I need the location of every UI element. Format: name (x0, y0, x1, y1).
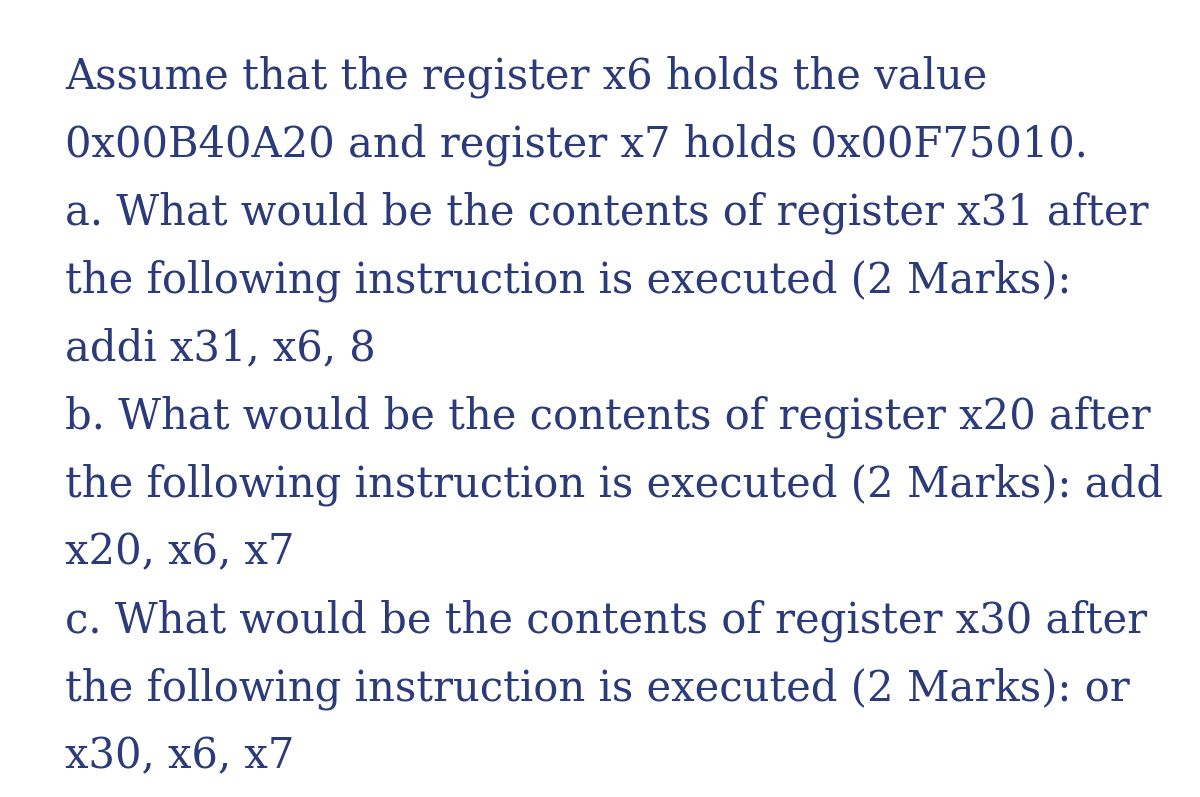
Text: b. What would be the contents of register x20 after: b. What would be the contents of registe… (65, 395, 1151, 438)
Text: a. What would be the contents of register x31 after: a. What would be the contents of registe… (65, 191, 1148, 234)
Text: addi x31, x6, 8: addi x31, x6, 8 (65, 327, 376, 369)
Text: Assume that the register x6 holds the value: Assume that the register x6 holds the va… (65, 55, 988, 97)
Text: x20, x6, x7: x20, x6, x7 (65, 531, 294, 573)
Text: 0x00B40A20 and register x7 holds 0x00F75010.: 0x00B40A20 and register x7 holds 0x00F75… (65, 123, 1088, 166)
Text: the following instruction is executed (2 Marks):: the following instruction is executed (2… (65, 259, 1072, 301)
Text: the following instruction is executed (2 Marks): or: the following instruction is executed (2… (65, 667, 1129, 709)
Text: x30, x6, x7: x30, x6, x7 (65, 735, 294, 777)
Text: c. What would be the contents of register x30 after: c. What would be the contents of registe… (65, 599, 1147, 642)
Text: the following instruction is executed (2 Marks): add: the following instruction is executed (2… (65, 463, 1163, 505)
